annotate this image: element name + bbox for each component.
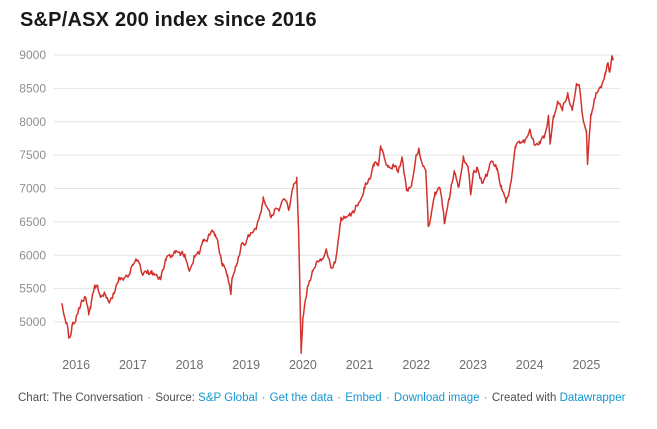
separator: ·	[337, 392, 342, 404]
x-axis-label: 2018	[176, 358, 204, 372]
x-axis-label: 2019	[232, 358, 260, 372]
price-line	[61, 55, 614, 354]
embed-link[interactable]: Embed	[345, 392, 382, 404]
datawrapper-link[interactable]: Datawrapper	[559, 392, 626, 404]
x-axis-label: 2022	[402, 358, 430, 372]
x-axis-label: 2023	[459, 358, 487, 372]
x-axis-label: 2024	[516, 358, 544, 372]
created-with-label: Created with	[491, 392, 557, 404]
x-axis-label: 2017	[119, 358, 147, 372]
y-axis-label: 8000	[19, 115, 46, 129]
separator: ·	[385, 392, 390, 404]
y-axis-labels: 5000 5500 6000 6500 7000 7500 8000 8500 9000	[19, 48, 46, 329]
y-axis-label: 9000	[19, 48, 46, 62]
x-axis-label: 2020	[289, 358, 317, 372]
y-axis-label: 6500	[19, 215, 46, 229]
attribution-footer: Chart: The Conversation · Source: S&P Gl…	[18, 391, 648, 405]
y-axis-label: 5500	[19, 282, 46, 296]
x-axis-label: 2016	[62, 358, 90, 372]
y-axis-label: 6000	[19, 248, 46, 262]
separator: ·	[483, 392, 488, 404]
source-link[interactable]: S&P Global	[198, 392, 258, 404]
download-image-link[interactable]: Download image	[393, 392, 480, 404]
y-axis-label: 5000	[19, 315, 46, 329]
y-axis-label: 7000	[19, 182, 46, 196]
y-axis-label: 7500	[19, 148, 46, 162]
separator: ·	[147, 392, 152, 404]
y-axis-label: 8500	[19, 81, 46, 95]
x-axis-label: 2021	[346, 358, 374, 372]
get-the-data-link[interactable]: Get the data	[269, 392, 333, 404]
chart-title: S&P/ASX 200 index since 2016	[20, 9, 317, 31]
gridlines	[54, 54, 621, 323]
x-axis-label: 2025	[572, 358, 600, 372]
x-axis-labels: 2016 2017 2018 2019 2020 2021 2022 2023 2024 2025	[62, 358, 600, 372]
source-label: Source:	[155, 392, 195, 404]
chart-credit: Chart: The Conversation	[18, 392, 144, 404]
separator: ·	[261, 392, 266, 404]
